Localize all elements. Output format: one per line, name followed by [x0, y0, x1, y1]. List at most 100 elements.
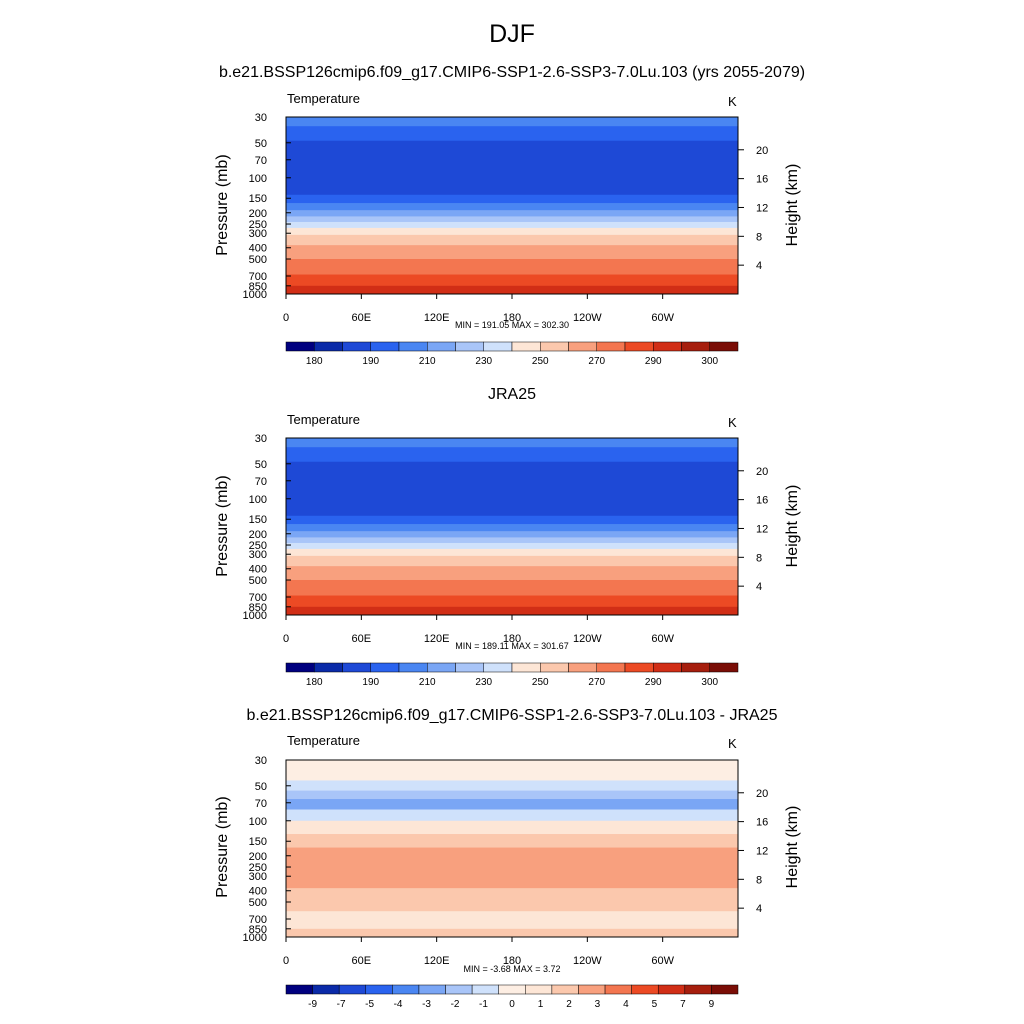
colorbar-swatch	[511, 662, 541, 673]
pressure-tick-label: 150	[249, 514, 267, 526]
colorbar-swatch	[427, 662, 456, 673]
height-tick-label: 20	[756, 145, 768, 157]
panel-3-contour-band	[286, 834, 738, 849]
colorbar-swatch	[392, 984, 420, 995]
panel-2-contour-band	[286, 580, 738, 597]
colorbar-swatch	[455, 662, 484, 673]
panel-1-contour-band	[286, 194, 738, 204]
panel-2-plot: 3050701001502002503004005007008501000481…	[243, 433, 769, 688]
height-tick-label: 4	[756, 260, 762, 272]
panel-1-variable-label: Temperature	[287, 91, 360, 106]
pressure-tick-label: 200	[249, 851, 267, 863]
colorbar-swatch	[498, 984, 526, 995]
height-tick-label: 12	[756, 845, 768, 857]
colorbar-swatch	[427, 341, 456, 352]
panel-3-contour-band	[286, 760, 738, 781]
pressure-tick-label: 850	[249, 924, 267, 936]
panel-3-contour-band	[286, 780, 738, 792]
colorbar-label: -7	[337, 999, 346, 1010]
height-tick-label: 8	[756, 874, 762, 886]
colorbar-label: 180	[306, 677, 323, 688]
colorbar-swatch	[709, 662, 739, 673]
pressure-tick-label: 150	[249, 836, 267, 848]
colorbar-swatch	[624, 662, 654, 673]
panel-1-contour-band	[286, 210, 738, 217]
panel-3-contour-band	[286, 928, 738, 938]
longitude-tick-label: 60E	[352, 955, 372, 967]
panel-1-title: b.e21.BSSP126cmip6.f09_g17.CMIP6-SSP1-2.…	[218, 64, 806, 81]
colorbar-swatch	[445, 984, 473, 995]
pressure-tick-label: 400	[249, 564, 267, 576]
pressure-tick-label: 500	[249, 254, 267, 266]
panel-1-contour-band	[286, 216, 738, 223]
height-tick-label: 4	[756, 903, 762, 915]
pressure-tick-label: 50	[255, 138, 267, 150]
colorbar-swatch	[551, 984, 579, 995]
panel-1-units-label: K	[728, 94, 737, 109]
longitude-tick-label: 0	[283, 633, 289, 645]
panel-3-contour-band	[286, 888, 738, 912]
pressure-tick-label: 30	[255, 112, 267, 124]
pressure-tick-label: 300	[249, 871, 267, 883]
panel-2-contour-band	[286, 524, 738, 532]
colorbar-swatch	[370, 341, 400, 352]
height-tick-label: 16	[756, 817, 768, 829]
panel-2-units-label: K	[728, 415, 737, 430]
colorbar-swatch	[578, 984, 606, 995]
pressure-tick-label: 30	[255, 433, 267, 445]
panel-2-contour-band	[286, 537, 738, 544]
longitude-tick-label: 180	[503, 955, 521, 967]
colorbar-swatch	[540, 341, 569, 352]
colorbar-label: 2	[566, 999, 572, 1010]
colorbar-label: 290	[645, 677, 662, 688]
colorbar-swatch	[314, 341, 343, 352]
pressure-tick-label: 100	[249, 816, 267, 828]
panel-3-contour-band	[286, 809, 738, 822]
figure-title: DJF	[489, 20, 535, 48]
panel-2-contour-band	[286, 447, 738, 463]
colorbar-swatch	[370, 662, 400, 673]
height-tick-label: 8	[756, 552, 762, 564]
panel-1-contour-band	[286, 126, 738, 142]
colorbar-swatch	[604, 984, 632, 995]
panel-1-contour-band	[286, 245, 738, 260]
panel-1-contour-band	[286, 234, 738, 246]
longitude-tick-label: 60W	[651, 633, 674, 645]
colorbar-swatch	[709, 341, 739, 352]
panel-2-contour-band	[286, 555, 738, 567]
pressure-tick-label: 700	[249, 914, 267, 926]
pressure-tick-label: 70	[255, 798, 267, 810]
panel-1-contour-band	[286, 285, 738, 295]
height-tick-label: 8	[756, 231, 762, 243]
panel-2-contour-band	[286, 548, 738, 557]
panel-2-variable-label: Temperature	[287, 412, 360, 427]
pressure-tick-label: 700	[249, 271, 267, 283]
colorbar-label: 290	[645, 356, 662, 367]
colorbar-label: 5	[652, 999, 658, 1010]
colorbar-swatch	[681, 341, 710, 352]
pressure-tick-label: 300	[249, 228, 267, 240]
colorbar-swatch	[342, 341, 371, 352]
colorbar-label: 7	[680, 999, 686, 1010]
colorbar-swatch	[418, 984, 446, 995]
panel-2-contour-band	[286, 595, 738, 608]
colorbar-swatch	[285, 984, 313, 995]
longitude-tick-label: 0	[283, 312, 289, 324]
pressure-tick-label: 200	[249, 529, 267, 541]
colorbar-swatch	[314, 662, 343, 673]
panel-3-units-label: K	[728, 736, 737, 751]
colorbar-label: -2	[451, 999, 460, 1010]
colorbar-swatch	[681, 662, 710, 673]
longitude-tick-label: 180	[503, 633, 521, 645]
panel-3-contour-band	[286, 790, 738, 800]
pressure-tick-label: 150	[249, 193, 267, 205]
colorbar-swatch	[653, 341, 682, 352]
height-tick-label: 16	[756, 174, 768, 186]
colorbar-swatch	[653, 662, 682, 673]
longitude-tick-label: 0	[283, 955, 289, 967]
pressure-tick-label: 250	[249, 862, 267, 874]
longitude-tick-label: 120W	[573, 955, 602, 967]
colorbar-label: 250	[532, 356, 549, 367]
pressure-tick-label: 700	[249, 592, 267, 604]
